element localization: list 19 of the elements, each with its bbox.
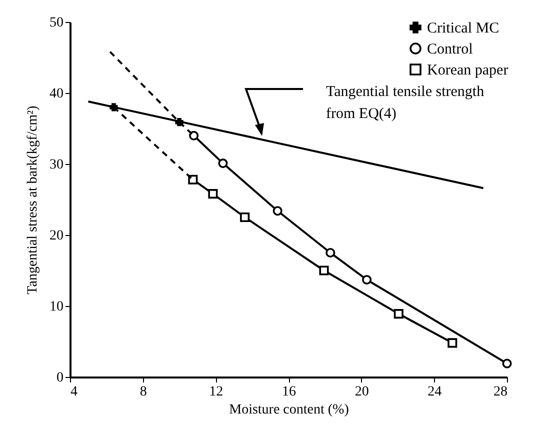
y-tick-label: 0 xyxy=(56,370,64,386)
legend-label: Korean paper xyxy=(427,62,508,78)
legend-label: Critical MC xyxy=(427,20,500,36)
y-tick-label: 30 xyxy=(50,158,64,172)
x-tick-label: 20 xyxy=(354,384,369,400)
x-tick-label: 8 xyxy=(140,384,147,400)
y-axis-title: Tangential stress at bark(kgf/cm²) xyxy=(26,105,40,294)
x-tick-label: 4 xyxy=(70,384,78,400)
annotation: Tangential tensile strength from EQ(4) xyxy=(326,84,485,122)
x-axis-title: Moisture content (%) xyxy=(229,402,350,418)
legend-label: Control xyxy=(427,42,473,58)
y-tick-label: 20 xyxy=(50,228,64,244)
x-tick-label: 12 xyxy=(209,384,224,400)
x-tick-label: 24 xyxy=(428,384,442,400)
y-tick-label: 40 xyxy=(50,86,64,102)
y-tick-label: 50 xyxy=(50,16,64,30)
x-tick-label: 16 xyxy=(282,384,296,400)
x-tick-label: 28 xyxy=(494,384,508,400)
y-tick-label: 10 xyxy=(50,300,64,314)
